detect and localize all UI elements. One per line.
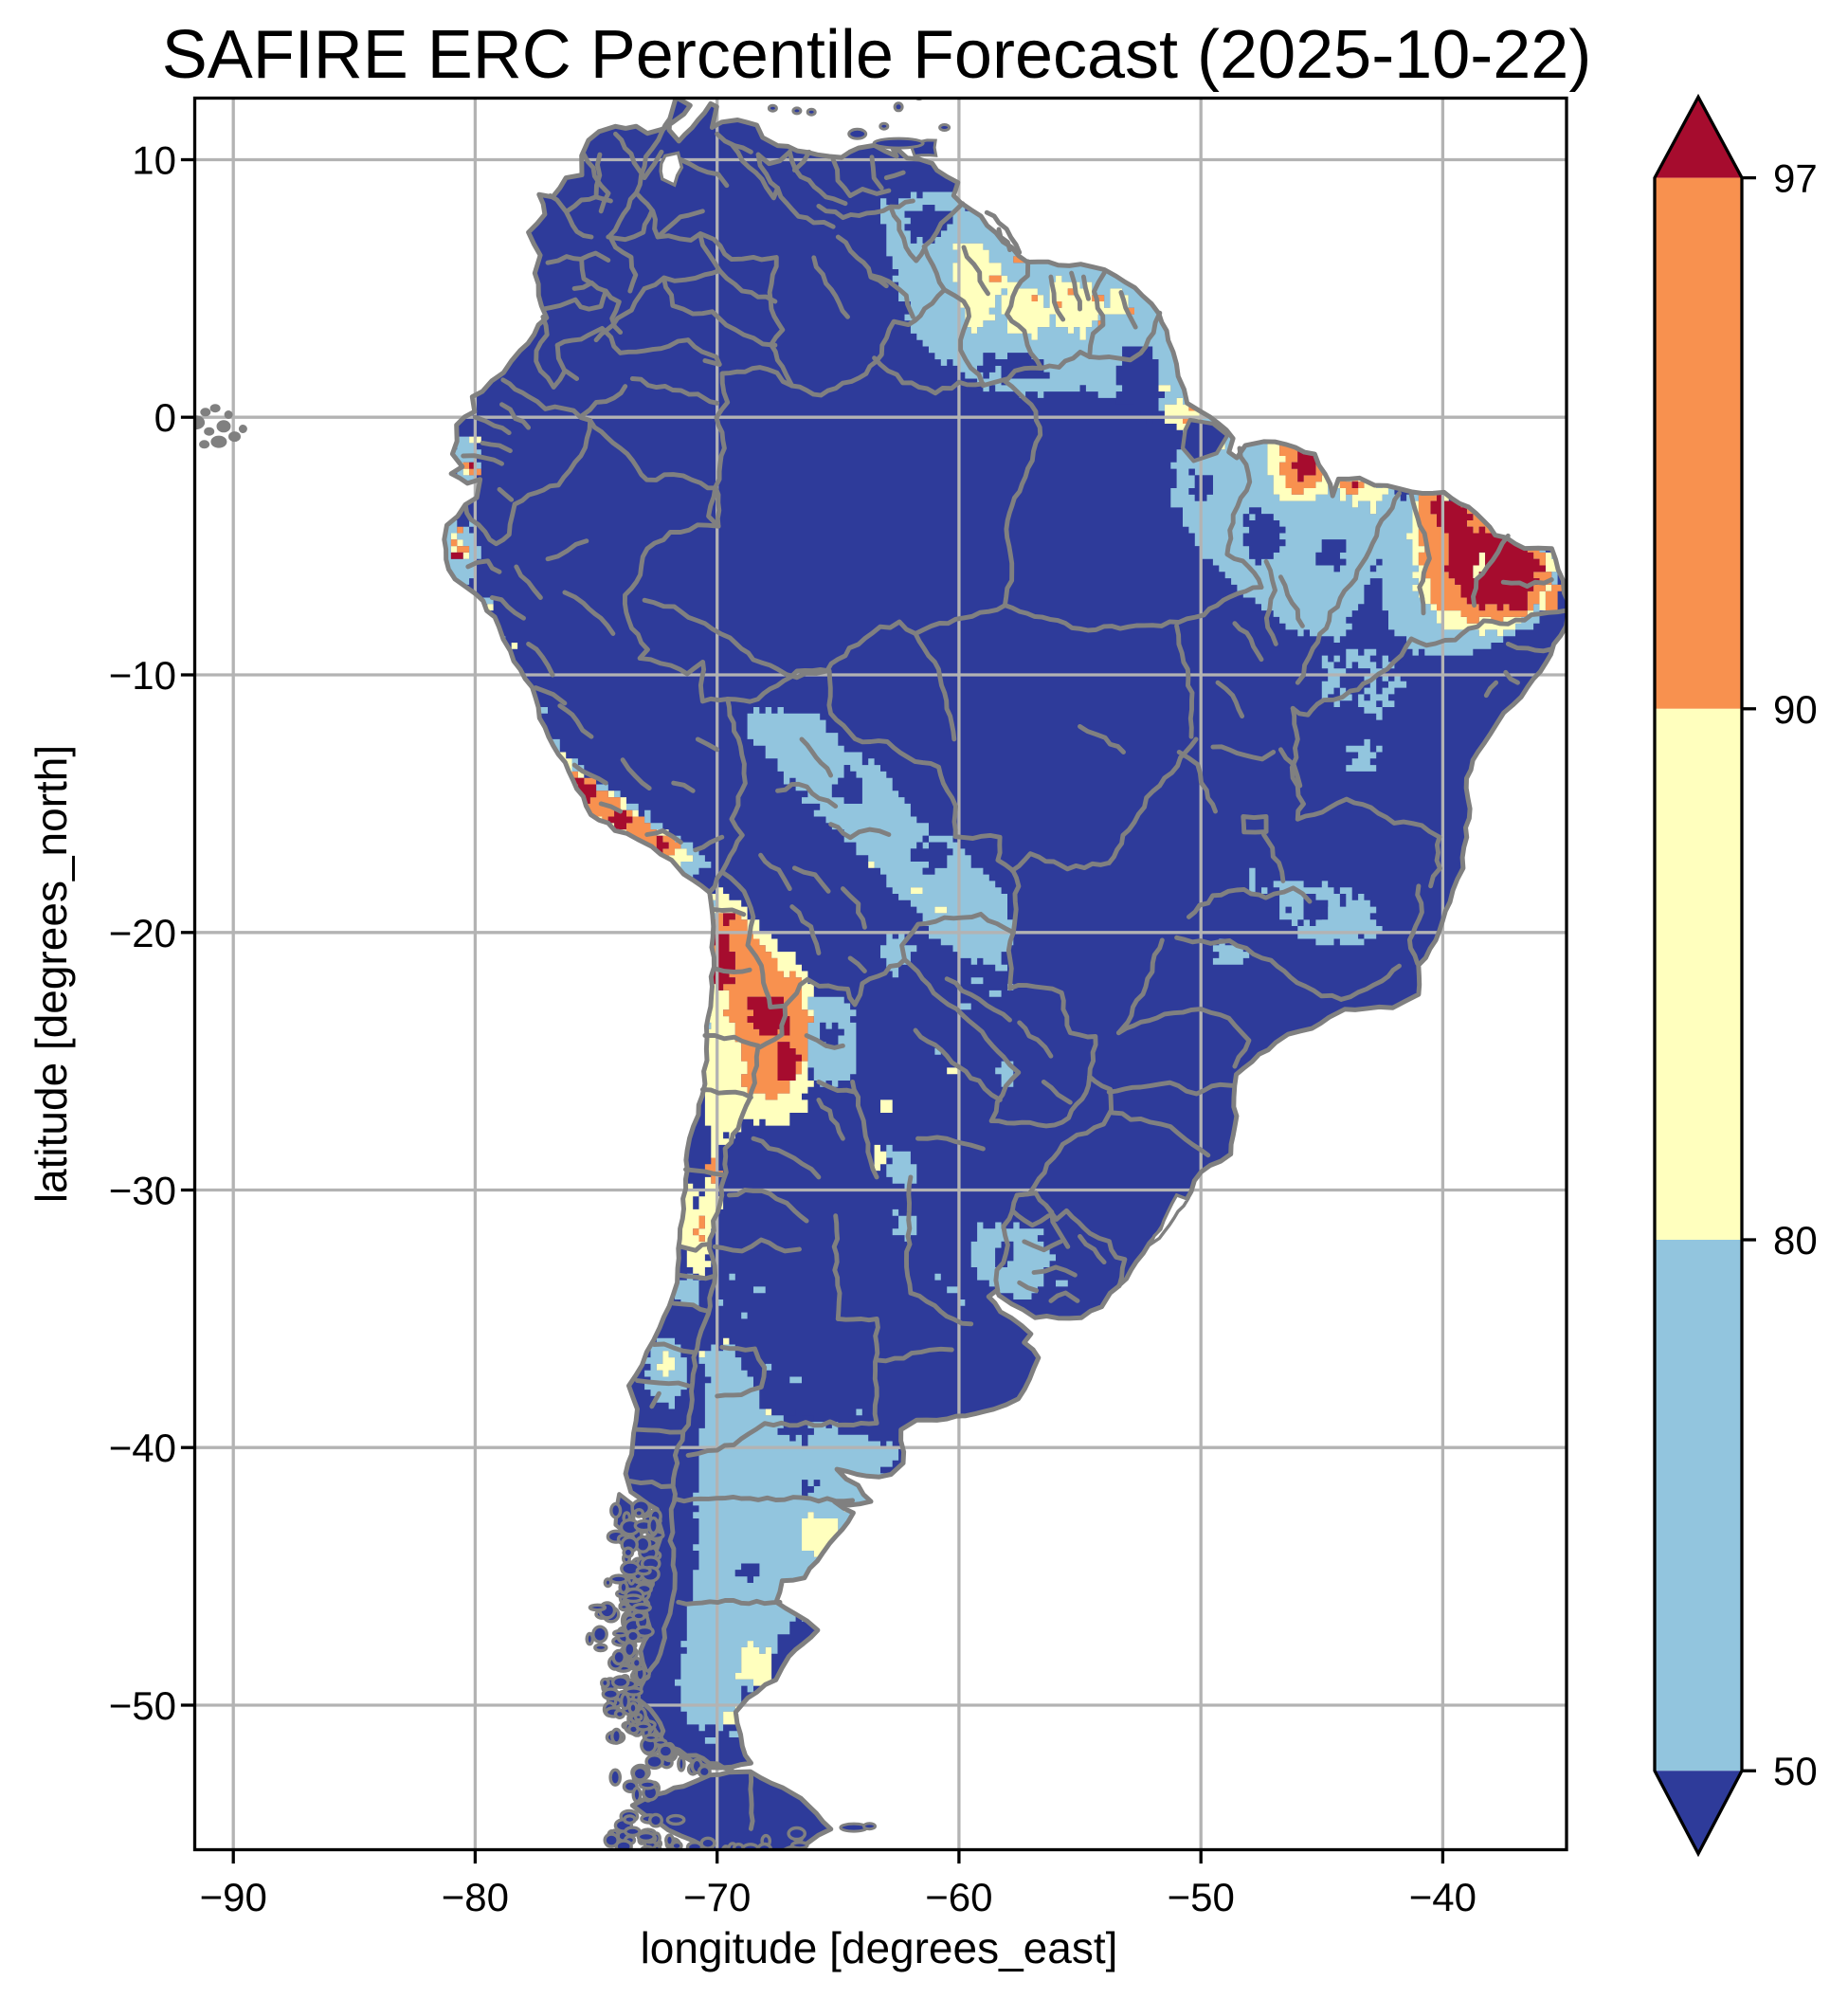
svg-text:10: 10 [132,138,176,183]
svg-text:−40: −40 [109,1426,176,1470]
svg-text:−40: −40 [1409,1875,1477,1919]
svg-text:−60: −60 [925,1875,992,1919]
svg-text:50: 50 [1773,1749,1818,1793]
svg-text:90: 90 [1773,687,1818,732]
svg-text:SAFIRE ERC Percentile Forecast: SAFIRE ERC Percentile Forecast (2025-10-… [162,17,1592,93]
svg-text:longitude [degrees_east]: longitude [degrees_east] [641,1923,1118,1972]
svg-text:0: 0 [154,395,176,440]
svg-text:−30: −30 [109,1169,176,1213]
svg-text:−10: −10 [109,653,176,698]
svg-text:80: 80 [1773,1218,1818,1263]
svg-text:−50: −50 [1168,1875,1235,1919]
svg-text:latitude [degrees_north]: latitude [degrees_north] [27,745,76,1203]
svg-text:97: 97 [1773,156,1818,201]
svg-text:−50: −50 [109,1683,176,1728]
svg-text:−70: −70 [683,1875,751,1919]
svg-text:−20: −20 [109,911,176,955]
svg-text:−80: −80 [442,1875,509,1919]
svg-text:−90: −90 [200,1875,267,1919]
